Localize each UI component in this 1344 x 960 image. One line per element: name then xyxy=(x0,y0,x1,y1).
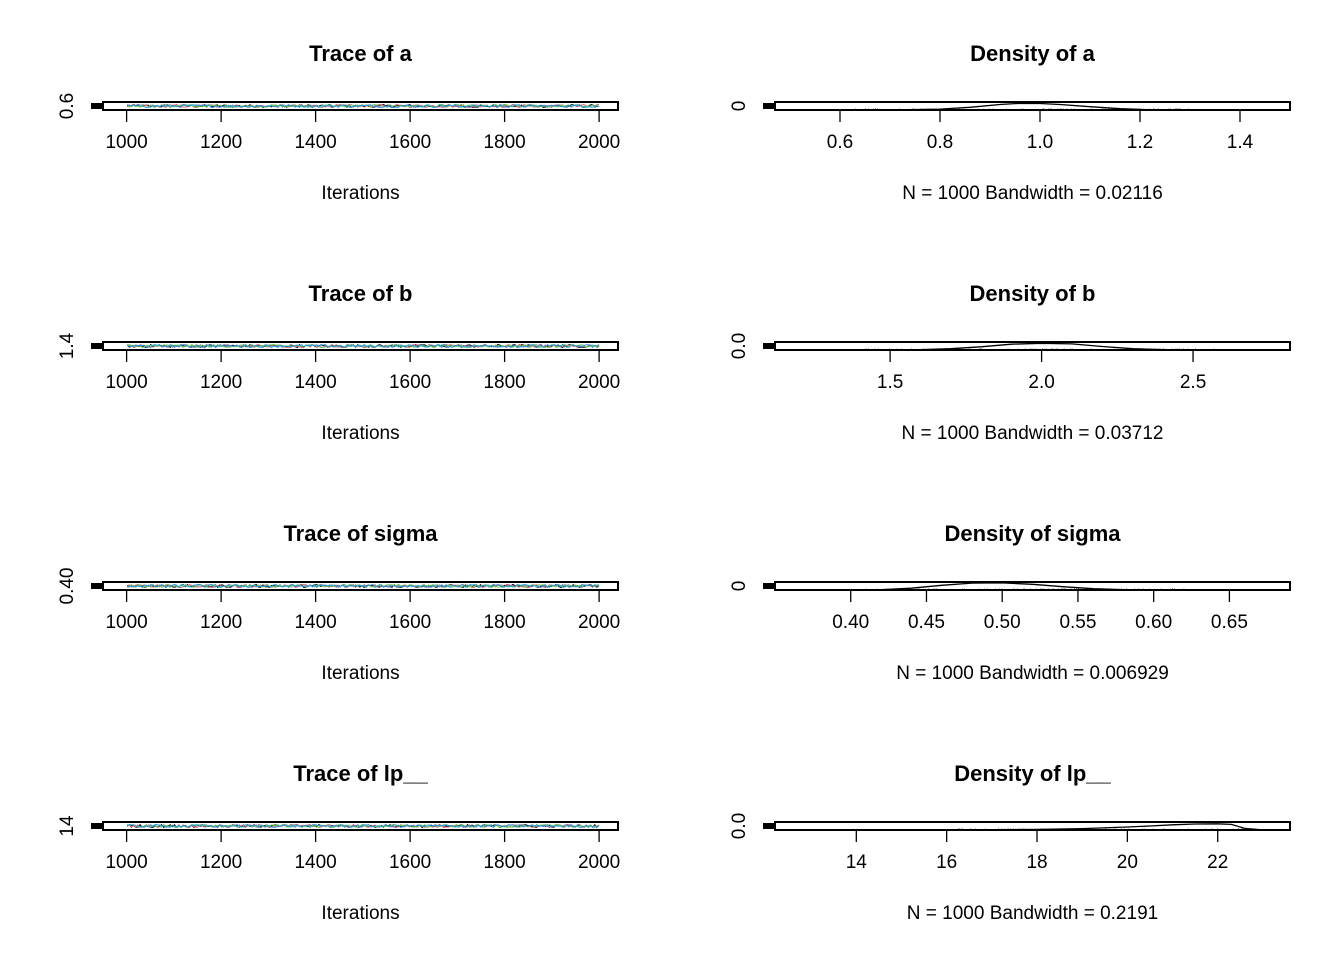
panel-title: Trace of sigma xyxy=(283,521,438,546)
y-axis-ticks xyxy=(763,103,775,109)
x-axis-label: Iterations xyxy=(321,903,399,924)
x-axis-label: N = 1000 Bandwidth = 0.03712 xyxy=(902,423,1164,444)
panel-title: Density of b xyxy=(970,281,1096,306)
x-tick-label: 1.5 xyxy=(877,372,903,393)
y-tick-label: 0 xyxy=(729,101,750,112)
y-axis-ticks xyxy=(763,583,775,589)
y-axis-ticks xyxy=(91,103,103,109)
x-tick-label: 1.0 xyxy=(1027,132,1053,153)
y-tick-label: 14 xyxy=(57,815,78,837)
x-tick-label: 1600 xyxy=(389,852,431,873)
x-tick-label: 1600 xyxy=(389,372,431,393)
x-tick-label: 2.0 xyxy=(1028,372,1054,393)
x-tick-label: 1.2 xyxy=(1127,132,1153,153)
y-tick-label: 0.6 xyxy=(57,93,78,119)
x-tick-label: 1200 xyxy=(200,852,242,873)
y-axis-ticks xyxy=(91,583,103,589)
x-axis-label: N = 1000 Bandwidth = 0.2191 xyxy=(907,903,1158,924)
x-tick-label: 1400 xyxy=(294,852,336,873)
x-axis-label: Iterations xyxy=(321,663,399,684)
plot-box xyxy=(774,581,1291,591)
x-tick-label: 1000 xyxy=(105,852,147,873)
x-axis-label: Iterations xyxy=(321,183,399,204)
x-tick-label: 2000 xyxy=(578,132,620,153)
x-tick-label: 2000 xyxy=(578,852,620,873)
y-tick-label: 1.4 xyxy=(57,332,78,359)
panel-trace-2: Trace of sigma 0.40 1000 1200 1400 1600 1800 20… xyxy=(57,521,620,684)
y-tick-label: 0 xyxy=(729,581,750,592)
x-tick-label: 22 xyxy=(1207,852,1228,873)
x-axis-label: N = 1000 Bandwidth = 0.02116 xyxy=(902,183,1163,204)
x-tick-label: 1000 xyxy=(105,372,147,393)
y-axis-ticks xyxy=(763,823,775,829)
panel-title: Trace of a xyxy=(309,41,412,66)
x-tick-label: 1800 xyxy=(483,612,525,633)
density-curve xyxy=(859,342,1224,351)
x-tick-label: 0.40 xyxy=(832,612,869,633)
y-tick-label: 0.0 xyxy=(729,813,750,839)
panel-title: Density of a xyxy=(970,41,1095,66)
x-tick-label: 18 xyxy=(1026,852,1047,873)
x-tick-label: 0.50 xyxy=(984,612,1021,633)
x-tick-label: 0.60 xyxy=(1135,612,1172,633)
x-tick-label: 1000 xyxy=(105,132,147,153)
x-tick-label: 0.55 xyxy=(1059,612,1096,633)
x-tick-label: 2.5 xyxy=(1180,372,1206,393)
x-tick-label: 1.4 xyxy=(1227,132,1254,153)
x-tick-label: 1400 xyxy=(294,612,336,633)
y-tick-label: 0.0 xyxy=(729,333,750,359)
density-curve xyxy=(946,823,1263,831)
x-tick-label: 2000 xyxy=(578,372,620,393)
x-tick-label: 1800 xyxy=(483,132,525,153)
panel-trace-1: Trace of b 1.4 1000 1200 1400 1600 1800 2000 Ite… xyxy=(57,281,620,444)
chain-4-trace xyxy=(126,823,600,829)
y-axis-ticks xyxy=(91,343,103,349)
x-tick-label: 1800 xyxy=(483,852,525,873)
panel-title: Trace of b xyxy=(309,281,413,306)
chain-2-trace xyxy=(126,103,600,109)
x-tick-label: 1600 xyxy=(389,132,431,153)
x-tick-label: 1600 xyxy=(389,612,431,633)
panel-title: Trace of lp__ xyxy=(293,761,428,786)
y-axis-ticks xyxy=(763,343,775,349)
panel-trace-3: Trace of lp__ 14 1000 1200 1400 1600 1800 2000 I… xyxy=(57,761,620,924)
chain-4-trace xyxy=(126,343,600,349)
x-tick-label: 0.45 xyxy=(908,612,945,633)
panel-density-0: Density of a 0 0.6 0.8 1.0 1.2 1.4 N = 1000 Ban… xyxy=(729,41,1291,204)
panel-title: Density of sigma xyxy=(944,521,1121,546)
y-axis-ticks xyxy=(91,823,103,829)
panel-title: Density of lp__ xyxy=(954,761,1111,786)
x-tick-label: 1800 xyxy=(483,372,525,393)
x-axis-label: N = 1000 Bandwidth = 0.006929 xyxy=(896,663,1169,684)
x-tick-label: 14 xyxy=(846,852,868,873)
chain-4-trace xyxy=(126,103,600,109)
panel-density-3: Density of lp__ 0.0 14 16 18 20 22 N = 1000 Ban… xyxy=(729,761,1291,924)
x-tick-label: 1400 xyxy=(294,132,336,153)
x-tick-label: 16 xyxy=(936,852,957,873)
x-tick-label: 0.65 xyxy=(1211,612,1248,633)
x-tick-label: 2000 xyxy=(578,612,620,633)
x-tick-label: 1000 xyxy=(105,612,147,633)
x-axis-label: Iterations xyxy=(321,423,399,444)
x-tick-label: 20 xyxy=(1117,852,1138,873)
x-tick-label: 1200 xyxy=(200,372,242,393)
x-tick-label: 0.6 xyxy=(827,132,853,153)
x-tick-label: 1400 xyxy=(294,372,336,393)
y-tick-label: 0.40 xyxy=(57,568,78,605)
chain-4-trace xyxy=(126,583,600,589)
panel-trace-0: Trace of a 0.6 1000 1200 1400 1600 1800 2000 Ite… xyxy=(57,41,620,204)
x-tick-label: 0.8 xyxy=(927,132,953,153)
x-tick-label: 1200 xyxy=(200,132,242,153)
panel-density-1: Density of b 0.0 1.5 2.0 2.5 N = 1000 Bandwid… xyxy=(729,281,1291,444)
x-tick-label: 1200 xyxy=(200,612,242,633)
panel-density-2: Density of sigma 0 0.40 0.45 0.50 0.55 0.60 0.6… xyxy=(729,521,1291,684)
